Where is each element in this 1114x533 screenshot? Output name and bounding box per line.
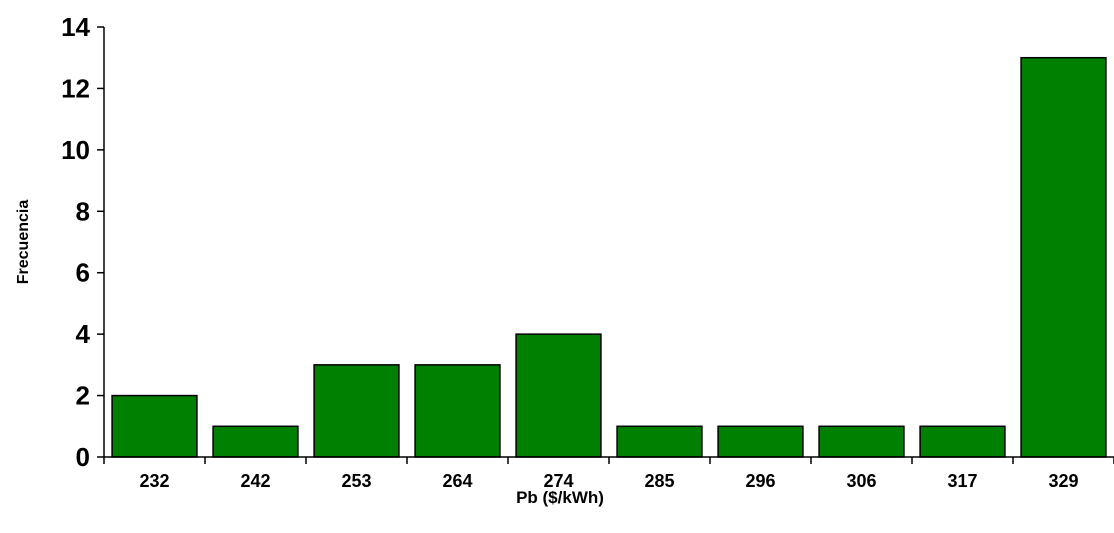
bar-285 xyxy=(616,425,703,458)
y-tick-label: 2 xyxy=(76,381,90,411)
bar-242 xyxy=(212,425,299,458)
bar-264 xyxy=(414,364,501,458)
y-tick-label: 4 xyxy=(76,319,91,349)
y-tick-label: 8 xyxy=(76,196,90,226)
bar-329 xyxy=(1020,56,1107,458)
y-tick-label: 14 xyxy=(61,12,90,42)
x-tick-label: 296 xyxy=(745,471,775,491)
x-tick-label: 306 xyxy=(846,471,876,491)
bar-296 xyxy=(717,425,804,458)
bar-232 xyxy=(111,394,198,458)
y-tick-label: 12 xyxy=(61,73,90,103)
bar-274 xyxy=(515,333,602,458)
bar-306 xyxy=(818,425,905,458)
x-tick-label: 232 xyxy=(139,471,169,491)
x-tick-label: 274 xyxy=(543,471,573,491)
x-tick-label: 242 xyxy=(240,471,270,491)
bar-253 xyxy=(313,364,400,458)
y-tick-label: 0 xyxy=(76,442,90,472)
x-tick-label: 329 xyxy=(1048,471,1078,491)
y-tick-label: 10 xyxy=(61,135,90,165)
y-axis-ticks: 0 2 4 6 8 10 12 14 xyxy=(61,12,104,472)
x-tick-label: 264 xyxy=(442,471,472,491)
x-axis-label: Pb ($/kWh) xyxy=(516,488,604,507)
y-axis-label: Frecuencia xyxy=(15,200,32,285)
x-tick-label: 253 xyxy=(341,471,371,491)
bars-group xyxy=(111,56,1107,458)
x-tick-label: 285 xyxy=(644,471,674,491)
x-axis-ticks: 232 242 253 264 274 285 296 306 317 329 xyxy=(103,457,1114,491)
bar-317 xyxy=(919,425,1006,458)
y-tick-label: 6 xyxy=(76,258,90,288)
x-tick-label: 317 xyxy=(947,471,977,491)
